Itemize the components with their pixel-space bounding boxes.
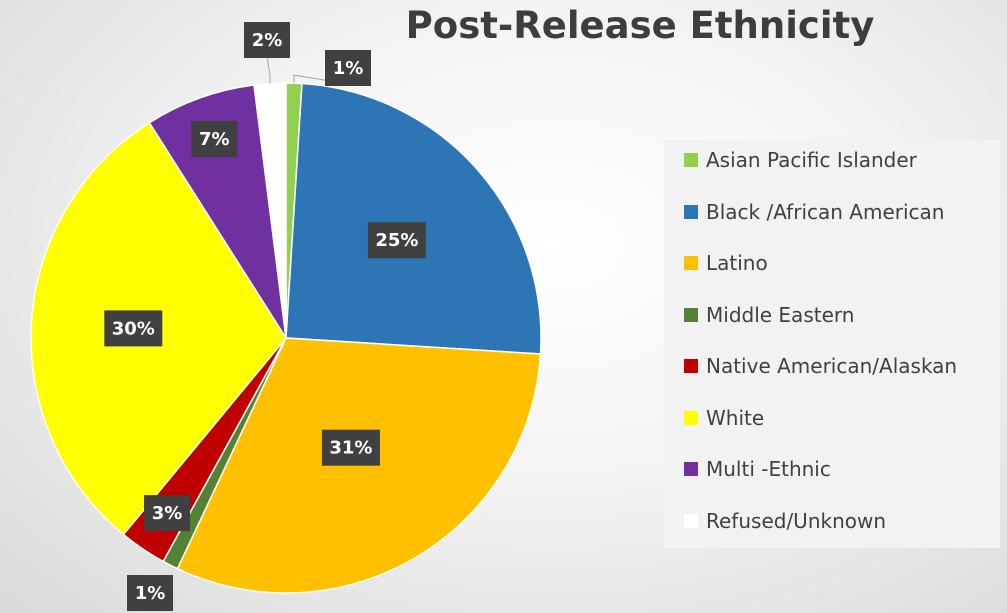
data-label-box [244,22,290,58]
legend: Asian Pacific Islander Black /African Ame… [664,140,1000,548]
data-label-multi-ethnic: 7% [191,120,238,157]
data-label-text: 1% [135,583,166,604]
data-label-box [104,310,163,347]
data-label-text: 31% [329,438,372,459]
pie-slice-multi-ethnic [148,84,287,339]
legend-swatch [684,410,698,425]
legend-label: Middle Eastern [706,302,855,327]
legend-label: White [706,405,765,430]
data-label-middle-eastern: 1% [127,575,173,611]
data-label-box [144,495,190,532]
pie-slice-black-african-american [285,82,542,355]
data-label-box [325,50,371,86]
legend-item-native-american-alaskan: Native American/Alaskan [684,351,957,381]
data-label-box [367,222,426,259]
legend-swatch [684,359,698,373]
chart-title: Post-Release Ethnicity [405,4,875,47]
legend-label: Refused/Unknown [706,508,887,533]
data-label-box [191,120,238,157]
legend-item-middle-eastern: Middle Eastern [684,300,854,330]
data-label-text: 7% [199,129,230,150]
legend-label: Native American/Alaskan [706,354,958,378]
data-label-box [127,575,173,611]
data-label-white: 30% [104,310,163,347]
data-label-latino: 31% [321,429,380,466]
legend-item-asian-pacific-islander: Asian Pacific Islander [684,145,917,175]
legend-swatch [684,307,698,322]
data-label-text: 3% [152,503,183,524]
legend-item-latino: Latino [684,248,768,278]
data-label-text: 30% [112,318,155,339]
legend-swatch [684,513,698,528]
legend-swatch [684,256,698,270]
legend-label: Asian Pacific Islander [706,148,917,172]
legend-item-refused-unknown: Refused/Unknown [684,506,886,536]
legend-label: Black /African American [706,199,945,224]
legend-swatch [684,204,698,219]
data-label-box [321,429,380,466]
legend-item-white: White [684,403,764,433]
data-label-native-american-alaskan: 3% [144,495,190,532]
pie-slice-refused-unknown [253,82,287,339]
data-label-text: 2% [252,30,283,51]
legend-label: Latino [706,251,768,275]
legend-label: Multi -Ethnic [706,457,831,481]
leader-line-refused-unknown [266,55,271,84]
data-label-text: 1% [333,58,364,79]
legend-item-multi-ethnic: Multi -Ethnic [684,454,831,484]
data-label-text: 25% [375,230,418,251]
data-label-asian-pacific-islander: 1% [325,50,371,86]
data-labels: 1% 25% 31% 1% 3% 30% 7% 2% [104,22,426,611]
legend-swatch [684,153,698,167]
data-label-black-african-american: 25% [367,222,426,259]
legend-swatch [684,462,698,476]
data-label-refused-unknown: 2% [244,22,290,58]
pie-slices [30,82,542,594]
legend-item-black-african-american: Black /African American [684,197,944,227]
